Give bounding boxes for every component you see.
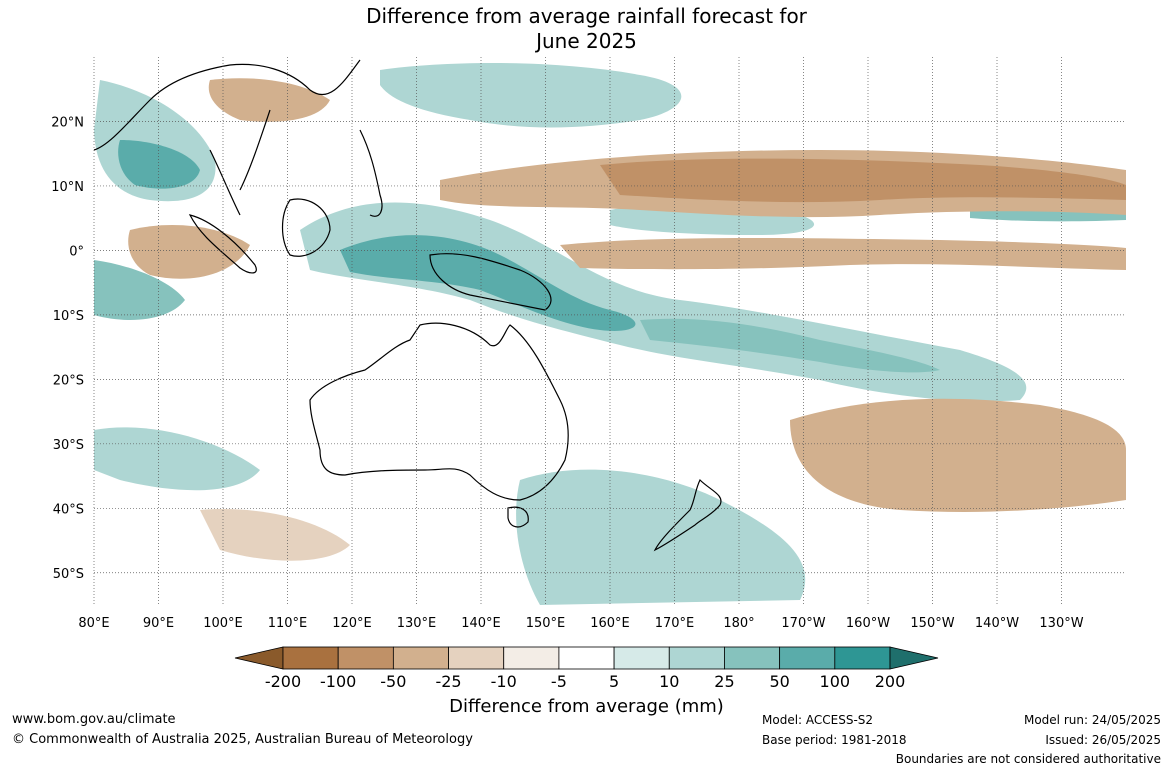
- colorbar-tick-label: -5: [551, 672, 567, 690]
- longitude-labels: 80°E 90°E 100°E 110°E 120°E 130°E 140°E 150°E 16…: [78, 616, 1083, 631]
- latitude-tick-label: 30°S: [53, 438, 84, 453]
- colorbar-segment: [724, 646, 781, 670]
- footer-base-period: Base period: 1981-2018: [762, 733, 907, 747]
- longitude-tick-label: 150°E: [526, 616, 566, 631]
- longitude-tick-label: 150°W: [910, 616, 954, 631]
- latitude-tick-label: 20°N: [51, 115, 84, 130]
- longitude-tick-label: 160°W: [846, 616, 890, 631]
- asia-coastline: [93, 59, 361, 216]
- dry-region-subtropical-south: [200, 509, 350, 561]
- footer-model-run: Model run: 24/05/2025: [1023, 713, 1161, 727]
- colorbar-tick-label: 200: [875, 672, 906, 690]
- tasmania-coastline: [507, 506, 529, 528]
- colorbar-segment: [337, 646, 394, 670]
- wet-region-southern-ocean: [516, 469, 806, 605]
- colorbar-tick-label: -10: [491, 672, 517, 690]
- longitude-tick-label: 120°E: [332, 616, 372, 631]
- latitude-tick-label: 20°S: [53, 373, 84, 388]
- latitude-tick-label: 10°S: [53, 309, 84, 324]
- latitude-tick-label: 0°: [69, 244, 84, 259]
- colorbar-segment: [503, 646, 560, 670]
- colorbar-tick-label: 5: [609, 672, 619, 690]
- colorbar-segment: [392, 646, 449, 670]
- colorbar-tick-label: -50: [380, 672, 406, 690]
- new-guinea-coastline: [429, 253, 552, 311]
- longitude-tick-label: 100°E: [203, 616, 243, 631]
- longitude-tick-label: 80°E: [78, 616, 109, 631]
- title-line-1: Difference from average rainfall forecas…: [366, 4, 807, 28]
- colorbar-tick-label: 25: [714, 672, 734, 690]
- wet-region-indian-ocean: [94, 260, 185, 320]
- colorbar-segment: [613, 646, 670, 670]
- dry-region-north-pacific-core: [600, 158, 1126, 203]
- footer-url[interactable]: www.bom.gov.au/climate: [12, 712, 176, 727]
- dry-region-indian-ocean: [128, 225, 250, 279]
- wet-region-south-indian: [94, 427, 260, 491]
- dry-region-equatorial-pacific: [560, 237, 1126, 270]
- longitude-tick-label: 110°E: [268, 616, 308, 631]
- colorbar-tick-label: 100: [820, 672, 851, 690]
- colorbar-tick-label: 10: [659, 672, 679, 690]
- colorbar-extend-low: [234, 646, 284, 670]
- new-zealand-coastline: [653, 478, 722, 552]
- footer-copyright: © Commonwealth of Australia 2025, Austra…: [12, 732, 473, 747]
- longitude-tick-label: 140°E: [461, 616, 501, 631]
- colorbar-segment: [779, 646, 836, 670]
- colorbar-segment: [668, 646, 725, 670]
- footer-issued: Issued: 26/05/2025: [1045, 733, 1161, 747]
- colorbar-segment: [558, 646, 615, 670]
- longitude-tick-label: 160°E: [590, 616, 630, 631]
- title-line-2: June 2025: [536, 29, 637, 53]
- australia-coastline: [309, 322, 569, 501]
- longitude-tick-label: 90°E: [143, 616, 174, 631]
- borneo-coastline: [281, 198, 331, 257]
- sumatra-coastline: [188, 214, 257, 274]
- colorbar: [234, 646, 939, 670]
- latitude-tick-label: 50°S: [53, 567, 84, 582]
- dry-region-south-china: [208, 78, 330, 122]
- longitude-tick-label: 170°W: [781, 616, 825, 631]
- dry-region-south-pacific: [790, 398, 1126, 512]
- colorbar-segment: [448, 646, 505, 670]
- graticule: [93, 57, 1126, 605]
- colorbar-label: Difference from average (mm): [449, 696, 724, 717]
- colorbar-tick-label: -25: [435, 672, 461, 690]
- colorbar-tick-labels: -200 -100 -50 -25 -10 -5 5 10 25 50 100 200: [265, 672, 905, 690]
- colorbar-tick-label: -100: [320, 672, 356, 690]
- wet-region-bay-of-bengal-core: [118, 140, 200, 189]
- colorbar-tick-label: 50: [769, 672, 789, 690]
- longitude-tick-label: 180°: [723, 616, 754, 631]
- map-title: Difference from average rainfall forecas…: [0, 4, 1173, 54]
- colorbar-segment: [834, 646, 891, 670]
- colorbar-tick-label: -200: [265, 672, 301, 690]
- colorbar-extend-high: [889, 646, 939, 670]
- footer-model: Model: ACCESS-S2: [762, 713, 874, 727]
- latitude-labels: 20°N 10°N 0° 10°S 20°S 30°S 40°S 50°S: [51, 115, 84, 581]
- rainfall-map: 20°N 10°N 0° 10°S 20°S 30°S 40°S 50°S 80°E 90°E 1…: [51, 57, 1126, 690]
- anomaly-field: [94, 63, 1126, 605]
- wet-region-west-pacific-north: [380, 63, 682, 128]
- longitude-tick-label: 170°E: [655, 616, 695, 631]
- footer-disclaimer: Boundaries are not considered authoritat…: [895, 752, 1161, 766]
- longitude-tick-label: 130°W: [1039, 616, 1083, 631]
- wet-region-spcz: [640, 318, 940, 373]
- philippines-coastline: [359, 129, 383, 217]
- latitude-tick-label: 10°N: [51, 180, 84, 195]
- longitude-tick-label: 140°W: [975, 616, 1019, 631]
- longitude-tick-label: 130°E: [397, 616, 437, 631]
- colorbar-segment: [282, 646, 339, 670]
- wet-region-maritime-core: [340, 235, 636, 331]
- latitude-tick-label: 40°S: [53, 502, 84, 517]
